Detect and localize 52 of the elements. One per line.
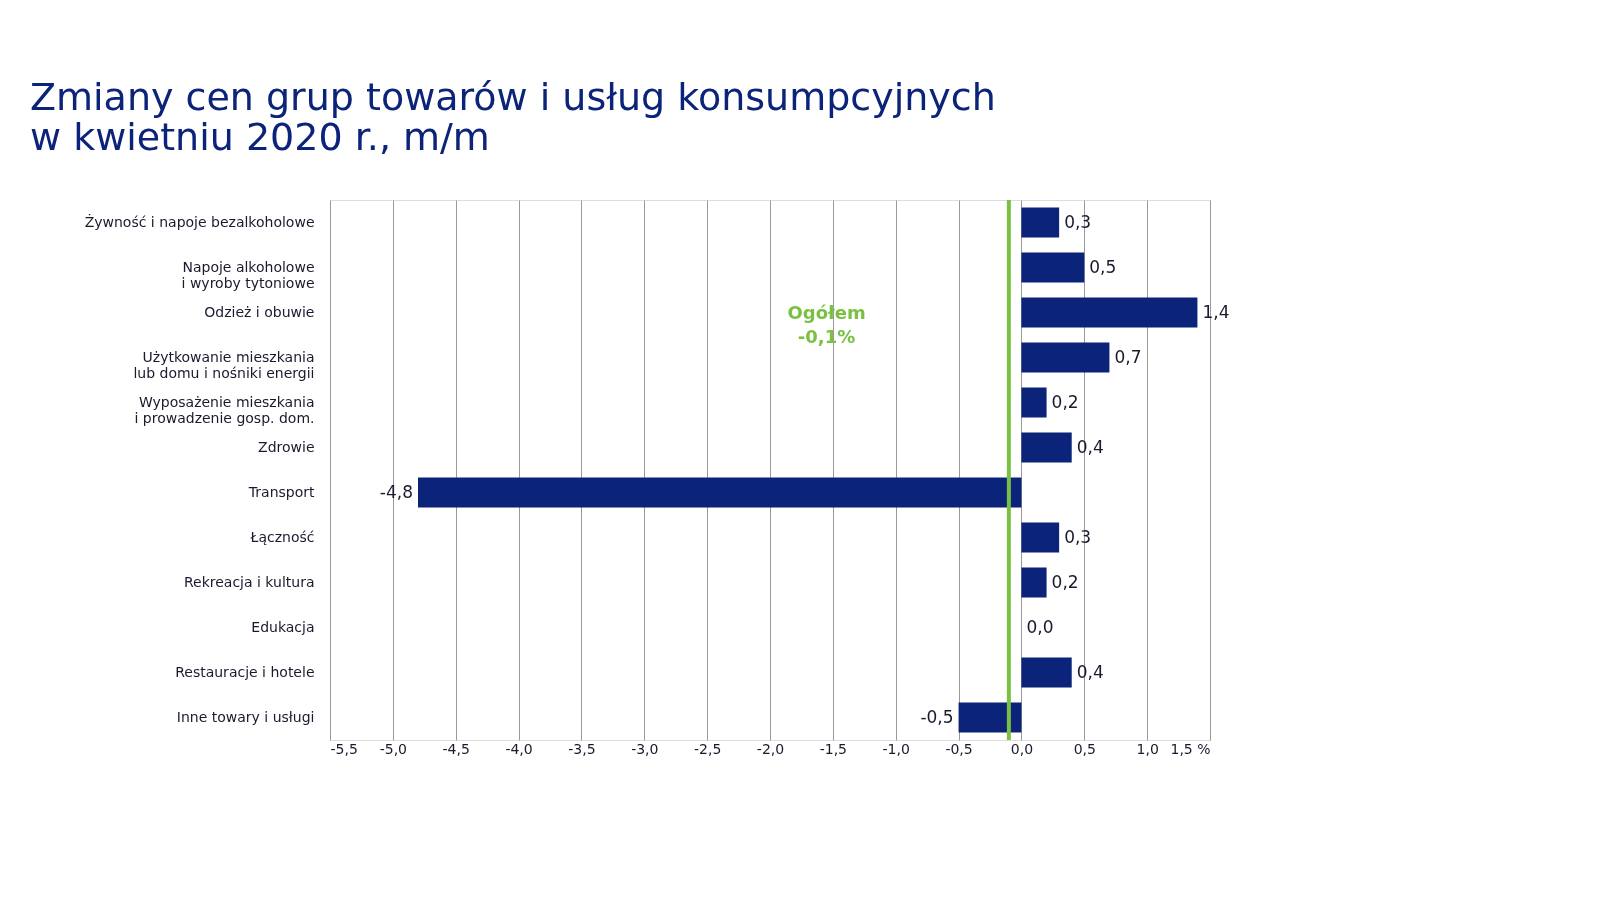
data-label: 0,3 bbox=[1064, 526, 1092, 547]
data-label: 0,2 bbox=[1051, 571, 1079, 592]
bar bbox=[1021, 297, 1198, 328]
x-tick-label: -3,5 bbox=[568, 740, 596, 757]
y-tick-label: Napoje alkoholowe i wyroby tytoniowe bbox=[181, 258, 315, 291]
x-tick-label: -2,0 bbox=[756, 740, 785, 757]
y-tick-label: Wyposażenie mieszkania i prowadzenie gosp. dom. bbox=[134, 393, 315, 426]
y-tick-label: Łączność bbox=[249, 528, 315, 545]
data-label: 0,0 bbox=[1026, 616, 1054, 637]
data-label: -0,5 bbox=[920, 706, 954, 727]
ref-line-label: Ogółem -0,1% bbox=[787, 302, 866, 347]
x-tick-label: 1,5 % bbox=[1170, 740, 1211, 757]
y-tick-label: Użytkowanie mieszkania lub domu i nośniki energii bbox=[133, 348, 315, 381]
y-tick-label: Restauracje i hotele bbox=[175, 663, 315, 680]
bar bbox=[1021, 252, 1085, 283]
x-tick-label: 0,0 bbox=[1010, 740, 1034, 757]
data-label: 0,5 bbox=[1089, 256, 1117, 277]
data-label: 1,4 bbox=[1202, 301, 1230, 322]
bar bbox=[1021, 432, 1072, 463]
bar bbox=[1021, 387, 1047, 418]
data-label: 0,7 bbox=[1114, 346, 1142, 367]
y-tick-label: Żywność i napoje bezalkoholowe bbox=[84, 212, 315, 230]
y-tick-label: Transport bbox=[247, 483, 315, 500]
chart-title: Zmiany cen grup towarów i usług konsumpcyjnych w kwietniu 2020 r., m/m bbox=[30, 75, 996, 159]
x-tick-label: 1,0 bbox=[1136, 740, 1159, 757]
data-label: 0,3 bbox=[1064, 211, 1092, 232]
bar bbox=[1021, 567, 1047, 598]
x-tick-label: -4,0 bbox=[505, 740, 533, 757]
bar bbox=[1021, 657, 1072, 688]
data-label: 0,4 bbox=[1076, 436, 1104, 457]
y-tick-label: Inne towary i usługi bbox=[176, 708, 315, 725]
x-tick-label: -5,0 bbox=[379, 740, 408, 757]
x-tick-label: 0,5 bbox=[1073, 740, 1096, 757]
x-tick-label: -3,0 bbox=[631, 740, 659, 757]
data-label: 0,4 bbox=[1076, 661, 1104, 682]
x-tick-label: -4,5 bbox=[442, 740, 470, 757]
x-tick-label: -5,5 bbox=[330, 740, 358, 757]
bar bbox=[1021, 522, 1060, 553]
bar bbox=[1021, 207, 1060, 238]
y-tick-label: Odzież i obuwie bbox=[204, 303, 315, 320]
data-label: -4,8 bbox=[379, 481, 413, 502]
bar bbox=[958, 702, 1022, 733]
y-tick-label: Edukacja bbox=[251, 618, 315, 635]
x-tick-label: -1,0 bbox=[882, 740, 910, 757]
bar bbox=[418, 477, 1022, 508]
x-tick-label: -0,5 bbox=[945, 740, 973, 757]
data-label: 0,2 bbox=[1051, 391, 1079, 412]
x-tick-label: -2,5 bbox=[693, 740, 722, 757]
y-tick-label: Zdrowie bbox=[258, 438, 315, 455]
x-tick-label: -1,5 bbox=[819, 740, 848, 757]
y-tick-label: Rekreacja i kultura bbox=[183, 573, 315, 590]
bar bbox=[1021, 342, 1110, 373]
